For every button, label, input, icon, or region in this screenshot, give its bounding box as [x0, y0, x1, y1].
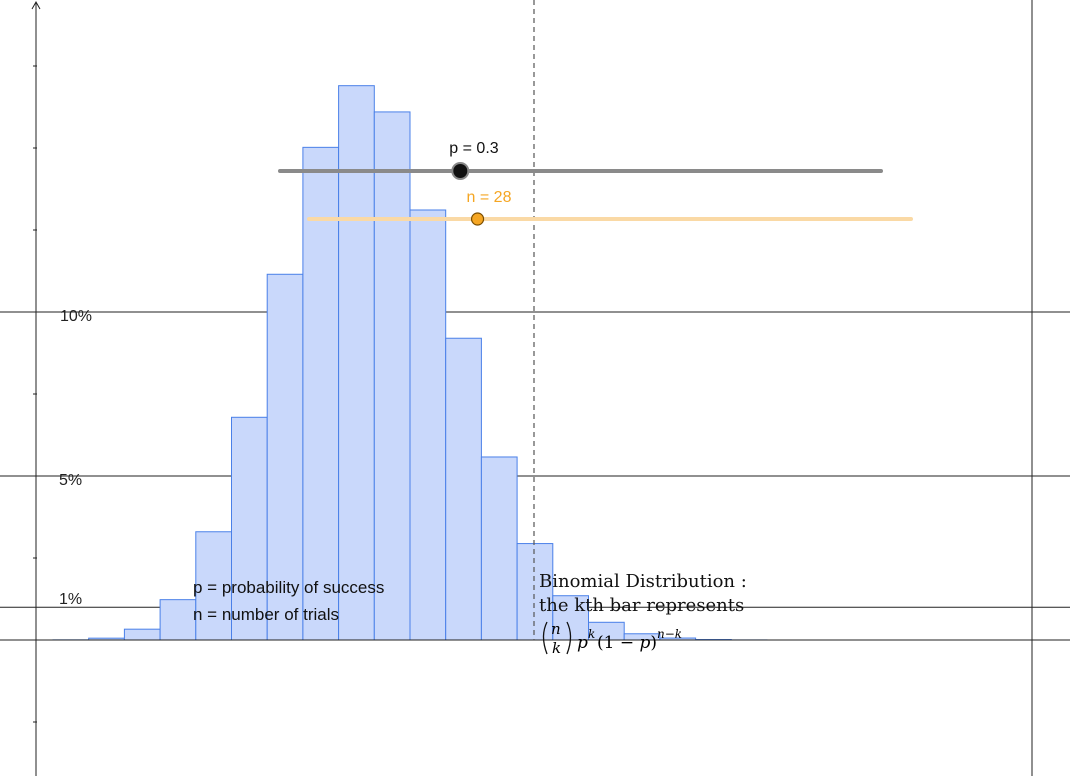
- slider-layer: [278, 162, 913, 226]
- histogram-bar: [266, 273, 304, 641]
- histogram-bar: [231, 416, 268, 641]
- p-slider-label: p = 0.3: [449, 140, 499, 157]
- histogram-bar: [123, 628, 161, 641]
- reference-label-5: 5%: [59, 472, 83, 489]
- svg-text:n−k: n−k: [657, 627, 682, 641]
- n-slider-label: n = 28: [466, 189, 512, 206]
- histogram-bar: [195, 531, 233, 641]
- note-probability: p = probability of success: [193, 578, 385, 597]
- binomial-formula-svg: n k p k (1 − p) n−k: [542, 620, 682, 657]
- note-trials: n = number of trials: [193, 605, 339, 624]
- histogram-bar: [159, 599, 197, 641]
- svg-text:n: n: [551, 620, 561, 638]
- p-slider-knob[interactable]: [451, 162, 470, 180]
- svg-text:p: p: [577, 633, 588, 653]
- svg-text:k: k: [552, 639, 561, 657]
- formula-title: Binomial Distribution :: [539, 571, 747, 592]
- histogram-bar: [373, 111, 411, 641]
- histogram-bar: [480, 456, 518, 641]
- histogram-bar: [302, 146, 340, 641]
- formula-subtitle: the kth bar represents: [539, 595, 745, 616]
- bars-layer: [52, 85, 768, 641]
- n-slider-knob[interactable]: [470, 212, 485, 226]
- reference-label-10: 10%: [60, 308, 93, 325]
- formula-expression: n k p k (1 − p) n−k: [539, 618, 747, 658]
- histogram-bar: [338, 85, 375, 641]
- reference-label-1: 1%: [59, 591, 83, 609]
- histogram-bar: [409, 209, 447, 641]
- histogram-bar: [516, 543, 554, 641]
- histogram-bar: [445, 337, 482, 641]
- formula-box: Binomial Distribution : the kth bar repr…: [539, 570, 747, 658]
- svg-text:k: k: [588, 627, 595, 641]
- svg-text:(1 − p): (1 − p): [597, 633, 657, 653]
- y-axis-arrow: [31, 0, 41, 10]
